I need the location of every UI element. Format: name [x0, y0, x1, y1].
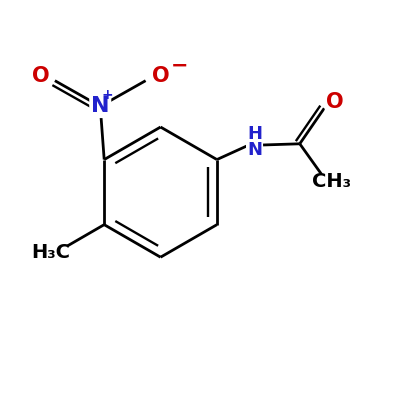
Text: CH₃: CH₃	[312, 172, 351, 191]
Text: H
N: H N	[247, 124, 262, 159]
Text: N: N	[91, 96, 110, 116]
Text: O: O	[152, 66, 170, 86]
Text: −: −	[170, 56, 188, 76]
Text: O: O	[326, 92, 344, 112]
Text: +: +	[102, 88, 113, 102]
Text: O: O	[32, 66, 50, 86]
Text: H₃C: H₃C	[32, 243, 70, 262]
